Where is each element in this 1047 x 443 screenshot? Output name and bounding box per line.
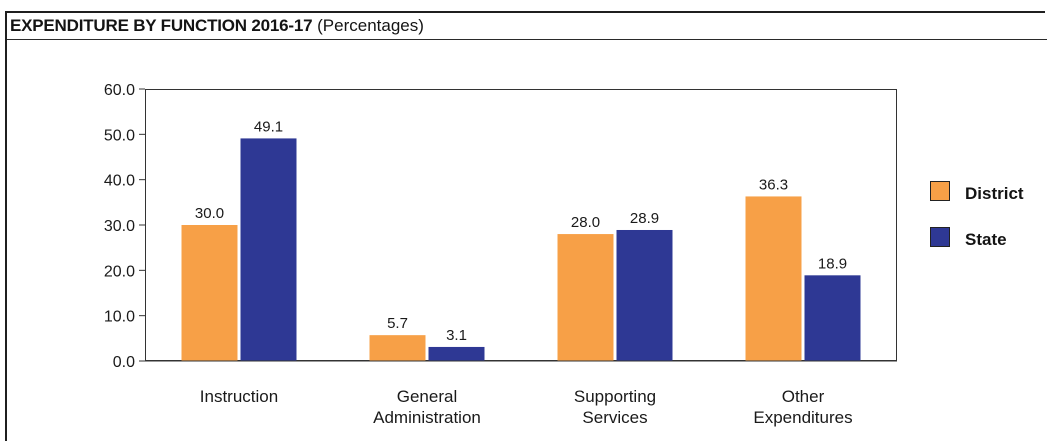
chart-header: EXPENDITURE BY FUNCTION 2016-17 (Percent… [7,13,1047,40]
y-tick-label: 30.0 [104,218,135,235]
data-labels: 30.0 49.1 5.7 3.1 28.0 28.9 36.3 18.9 [195,118,847,344]
legend-label-district: District [965,184,1024,203]
chart-frame [5,11,1045,441]
bar-district-2 [557,234,614,361]
bar-state-0 [240,138,297,361]
data-label: 5.7 [387,315,408,332]
chart-title-units: (Percentages) [317,16,424,35]
y-tick-label: 60.0 [104,82,135,99]
x-tick-label: Other [782,387,825,406]
legend-swatch-state [930,227,950,247]
x-tick-label: Services [582,408,647,427]
data-label: 18.9 [818,255,847,272]
x-axis: Instruction General Administration Supporti… [145,360,897,427]
bar-district-3 [745,196,802,361]
x-tick-label: Instruction [200,387,278,406]
chart-title: EXPENDITURE BY FUNCTION 2016-17 (Percent… [10,16,424,36]
y-tick-label: 10.0 [104,309,135,326]
bar-district-0 [181,225,238,361]
bar-state-3 [804,275,861,361]
data-label: 28.9 [630,210,659,227]
bar-district-1 [369,335,426,361]
legend-label-state: State [965,230,1007,249]
y-tick-label: 50.0 [104,127,135,144]
legend-swatch-district [930,181,950,201]
bar-state-2 [616,229,673,361]
y-tick-label: 0.0 [113,354,135,371]
chart-title-main: EXPENDITURE BY FUNCTION 2016-17 [10,16,313,35]
y-axis: 0.0 10.0 20.0 30.0 40.0 50.0 60.0 [104,82,145,371]
data-label: 49.1 [254,118,283,135]
bars [181,138,861,361]
y-tick-label: 20.0 [104,263,135,280]
x-tick-label: Supporting [574,387,656,406]
data-label: 3.1 [446,327,467,344]
bar-state-1 [428,346,485,361]
data-label: 28.0 [571,214,600,231]
x-tick-label: General [397,387,457,406]
x-tick-label: Expenditures [753,408,852,427]
y-tick-label: 40.0 [104,173,135,190]
data-label: 30.0 [195,205,224,222]
data-label: 36.3 [759,176,788,193]
x-tick-label: Administration [373,408,481,427]
